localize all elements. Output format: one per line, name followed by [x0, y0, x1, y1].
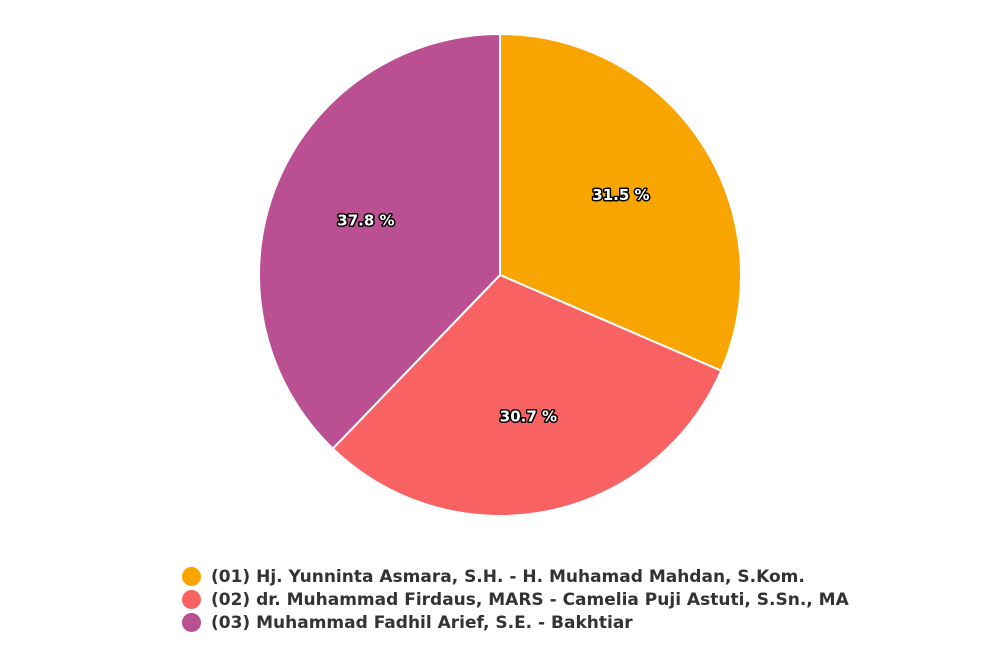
legend-item-02[interactable]: (02) dr. Muhammad Firdaus, MARS - Cameli…: [182, 588, 982, 611]
pie-slices: [258, 32, 742, 517]
legend-swatch-03: [182, 613, 201, 632]
legend-item-01[interactable]: (01) Hj. Yunninta Asmara, S.H. - H. Muha…: [182, 565, 982, 588]
pie-data-label-03: 37.8 %: [337, 211, 394, 229]
legend-label-02: (02) dr. Muhammad Firdaus, MARS - Cameli…: [211, 589, 849, 610]
pie-slice-01[interactable]: [499, 32, 742, 373]
legend-item-03[interactable]: (03) Muhammad Fadhil Arief, S.E. - Bakht…: [182, 611, 982, 634]
legend-label-01: (01) Hj. Yunninta Asmara, S.H. - H. Muha…: [211, 566, 805, 587]
legend-swatch-02: [182, 590, 201, 609]
pie-data-label-01: 31.5 %: [592, 186, 649, 204]
pie-slice-02[interactable]: [331, 273, 723, 517]
pie-slice-03[interactable]: [258, 32, 501, 451]
pie-data-labels: 31.5 % 30.7 % 37.8 %: [336, 185, 651, 427]
legend-swatch-01: [182, 567, 201, 586]
chart-legend: (01) Hj. Yunninta Asmara, S.H. - H. Muha…: [182, 565, 982, 634]
pie-data-label-02: 30.7 %: [500, 407, 557, 425]
legend-label-03: (03) Muhammad Fadhil Arief, S.E. - Bakht…: [211, 612, 633, 633]
